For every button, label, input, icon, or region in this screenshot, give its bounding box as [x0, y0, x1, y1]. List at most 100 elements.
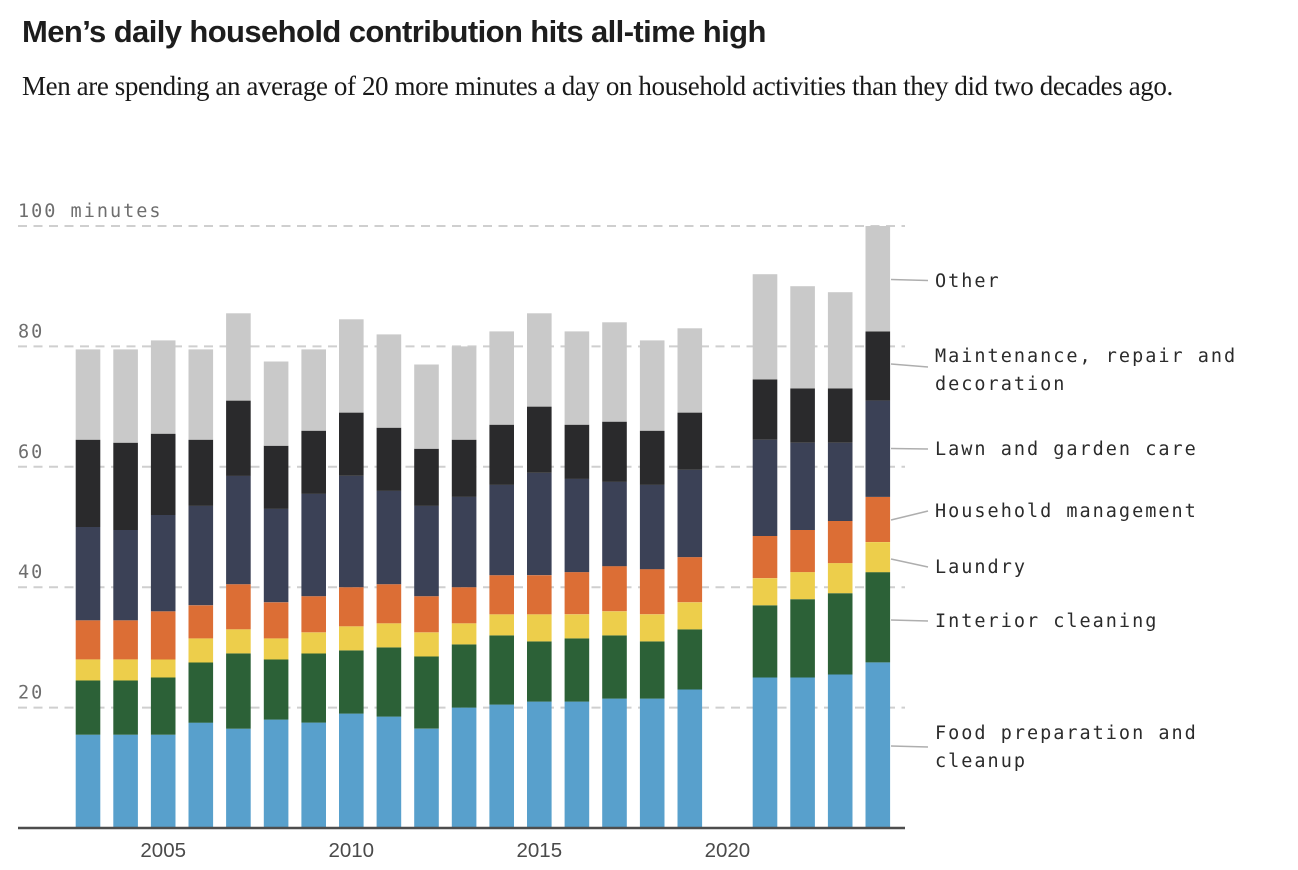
bar-segment [414, 596, 439, 633]
bar-segment [226, 313, 251, 401]
bar-segment [489, 704, 514, 828]
bar-segment [790, 442, 815, 530]
bar-segment [113, 530, 138, 621]
bar-segment [865, 572, 891, 663]
bar-segment [602, 481, 627, 567]
bar-segment [602, 566, 627, 612]
bar-segment [639, 698, 665, 828]
legend [890, 278, 929, 748]
bar-segment [451, 439, 477, 497]
y-tick-label: 80 [18, 321, 44, 342]
y-tick-label: 100 minutes [18, 201, 163, 222]
bar-segment [150, 734, 176, 828]
legend-label: Maintenance, repair and [935, 346, 1237, 367]
bar-segment [263, 445, 289, 509]
bar-segment [639, 614, 665, 642]
bar-segment [677, 689, 703, 828]
bar-segment [263, 508, 289, 603]
bar-segment [677, 469, 703, 558]
bar-segment [564, 424, 590, 479]
bar-segment [75, 349, 101, 440]
legend-connector [890, 745, 929, 748]
bar-segment [301, 430, 326, 494]
bar-segment [451, 496, 477, 588]
bar-segment [301, 653, 326, 723]
x-tick-label: 2020 [705, 839, 751, 862]
stacked-bar [75, 349, 101, 828]
bar-segment [489, 575, 514, 615]
bar-segment [339, 626, 364, 651]
stacked-bar [150, 340, 176, 828]
bar-segment [339, 713, 364, 828]
bar-segment [790, 599, 815, 678]
bar-segment [602, 698, 627, 828]
bar-segment [827, 563, 853, 594]
bar-segment [827, 674, 853, 828]
bar-segment [527, 313, 552, 407]
bar-segment [301, 632, 326, 654]
bar-segment [150, 659, 176, 678]
bar-segment [865, 542, 891, 573]
x-tick-label: 2010 [328, 839, 374, 862]
bar-segment [527, 614, 552, 642]
bar-segment [376, 647, 402, 717]
stacked-bar [639, 340, 665, 828]
bar-segment [827, 442, 853, 521]
bar-segment [376, 490, 402, 585]
bar-segment [827, 593, 853, 675]
bar-segment [602, 421, 627, 482]
bar-segment [301, 596, 326, 633]
bars [75, 226, 891, 828]
bar-segment [677, 412, 703, 470]
bar-segment [752, 536, 778, 579]
bar-segment [226, 629, 251, 654]
page-title: Men’s daily household contribution hits … [22, 14, 766, 49]
bar-segment [113, 680, 138, 735]
bar-segment [564, 331, 590, 425]
bar-segment [602, 322, 627, 422]
bar-segment [790, 530, 815, 573]
legend-label: cleanup [935, 751, 1027, 772]
bar-segment [752, 379, 778, 440]
bar-segment [564, 638, 590, 702]
bar-segment [451, 707, 477, 828]
bar-segment [489, 635, 514, 705]
bar-segment [527, 406, 552, 473]
bar-segment [527, 575, 552, 615]
legend-label: Lawn and garden care [935, 439, 1198, 460]
stacked-bar [188, 349, 214, 828]
bar-segment [489, 614, 514, 636]
bar-segment [865, 662, 891, 828]
stacked-bar [564, 331, 590, 828]
bar-segment [527, 472, 552, 576]
stacked-bar [339, 319, 364, 828]
bar-segment [150, 515, 176, 612]
bar-segment [339, 650, 364, 714]
bar-segment [451, 587, 477, 624]
bar-segment [188, 349, 214, 440]
bar-segment [226, 584, 251, 630]
bar-segment [414, 656, 439, 729]
bar-segment [564, 614, 590, 639]
bar-segment [602, 635, 627, 699]
bar-segment [677, 557, 703, 603]
bar-segment [752, 677, 778, 828]
bar-segment [639, 484, 665, 570]
stacked-bar [414, 364, 439, 828]
legend-connector [890, 558, 929, 568]
bar-segment [188, 662, 214, 723]
bar-segment [827, 292, 853, 389]
stacked-bar [752, 274, 778, 828]
bar-segment [376, 716, 402, 828]
bar-segment [827, 521, 853, 564]
legend-label: Household management [935, 501, 1198, 522]
bar-segment [790, 286, 815, 389]
bar-segment [301, 722, 326, 828]
bar-segment [790, 677, 815, 828]
bar-segment [677, 328, 703, 413]
bar-segment [414, 505, 439, 597]
stacked-bar [263, 361, 289, 828]
legend-label: Interior cleaning [935, 611, 1158, 632]
stacked-bar [527, 313, 552, 828]
bar-segment [639, 340, 665, 431]
